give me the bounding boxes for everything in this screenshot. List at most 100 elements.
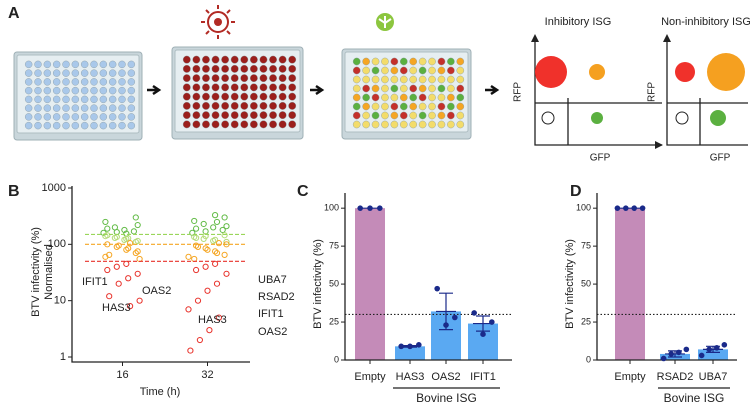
well	[409, 102, 418, 111]
well	[221, 111, 230, 120]
point	[196, 336, 203, 344]
axis-label: GFP	[590, 153, 611, 164]
y-tick-label: 75	[581, 241, 591, 251]
well	[362, 102, 370, 111]
well	[43, 78, 52, 86]
well	[352, 93, 361, 102]
point	[210, 224, 217, 231]
y-tick-label: 25	[581, 316, 591, 326]
axis-label: GFP	[710, 153, 731, 164]
well	[259, 55, 268, 64]
well	[127, 95, 136, 104]
well	[202, 74, 210, 83]
point	[206, 327, 213, 334]
well	[71, 60, 80, 69]
well	[362, 75, 370, 84]
well	[259, 92, 268, 101]
panel-letter: B	[8, 183, 20, 200]
well	[381, 75, 389, 84]
point	[191, 217, 198, 225]
well	[43, 86, 52, 95]
well	[108, 104, 117, 112]
group-label: Bovine ISG	[416, 391, 477, 404]
point	[113, 263, 120, 270]
well	[288, 83, 297, 92]
point	[721, 342, 728, 348]
well	[211, 55, 220, 64]
well	[99, 113, 108, 121]
isg-icon	[376, 13, 394, 31]
point	[212, 212, 219, 219]
step-arrows	[147, 84, 500, 96]
well	[52, 78, 61, 86]
well	[34, 121, 42, 130]
well	[99, 95, 108, 104]
x-axis-label: Time (h)	[140, 386, 181, 398]
well	[278, 101, 287, 110]
error-bar	[436, 292, 456, 331]
well	[34, 86, 42, 95]
x-tick-label: IFIT1	[470, 371, 496, 383]
point	[713, 345, 720, 351]
error-bar	[665, 350, 685, 358]
well	[409, 111, 418, 120]
well	[118, 78, 126, 86]
well	[211, 101, 220, 110]
y-axis-label: BTV infectivity (%)	[564, 239, 576, 329]
well	[456, 57, 465, 66]
well	[90, 60, 98, 69]
well	[108, 113, 117, 121]
well	[437, 111, 446, 120]
y-tick-label: 25	[329, 316, 339, 326]
well	[43, 60, 52, 69]
well	[221, 120, 230, 129]
well	[43, 113, 52, 121]
well	[52, 60, 61, 69]
error-bar	[703, 345, 723, 354]
well	[34, 113, 42, 121]
well	[182, 74, 191, 83]
well	[288, 55, 297, 64]
point	[187, 347, 194, 354]
bar	[698, 349, 728, 360]
point	[193, 225, 200, 232]
well	[418, 120, 427, 129]
well	[409, 84, 418, 93]
well	[447, 57, 455, 66]
dot	[675, 111, 689, 125]
well	[381, 102, 389, 111]
well	[34, 60, 42, 69]
well	[288, 74, 297, 83]
dot	[541, 111, 555, 125]
well	[192, 101, 201, 110]
point	[614, 205, 621, 211]
well	[108, 60, 117, 69]
well	[99, 121, 108, 130]
well	[71, 121, 80, 130]
well	[118, 86, 126, 95]
well	[240, 55, 249, 64]
well	[230, 92, 239, 101]
well	[240, 64, 249, 73]
well	[352, 66, 361, 75]
well	[437, 57, 446, 66]
arrowheads	[531, 34, 663, 149]
point	[660, 355, 667, 362]
well	[108, 69, 117, 77]
x-tick-label: 16	[116, 369, 128, 381]
well	[399, 111, 408, 120]
well	[52, 113, 61, 121]
well	[269, 74, 277, 83]
point	[102, 218, 109, 226]
point	[125, 275, 132, 282]
point	[134, 221, 141, 229]
point	[127, 303, 134, 310]
well	[249, 101, 258, 110]
well	[90, 95, 98, 104]
well	[24, 104, 33, 112]
well	[182, 64, 191, 73]
annotation: IFIT1	[82, 276, 108, 288]
point	[367, 205, 373, 211]
well	[352, 75, 361, 84]
x-tick-label: OAS2	[431, 371, 460, 383]
